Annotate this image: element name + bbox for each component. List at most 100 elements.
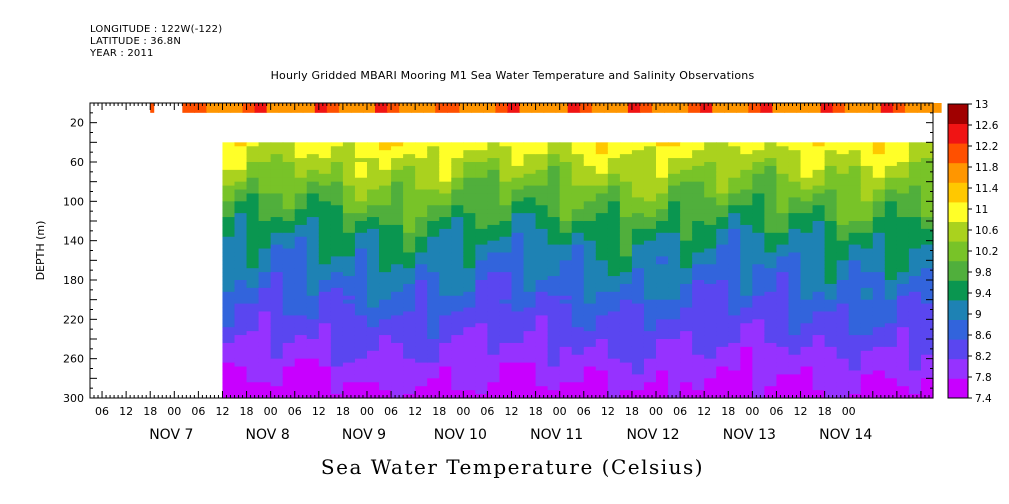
heatmap-cell xyxy=(499,366,513,372)
heatmap-cell xyxy=(499,256,513,261)
heatmap-cell xyxy=(294,315,308,320)
heatmap-cell xyxy=(728,240,741,246)
heatmap-cell xyxy=(475,299,489,305)
heatmap-cell xyxy=(523,283,537,289)
heatmap-cell xyxy=(692,346,705,352)
heatmap-cell xyxy=(451,150,464,155)
heatmap-cell xyxy=(499,240,513,246)
heatmap-cell xyxy=(656,350,669,356)
heatmap-cell xyxy=(439,394,452,399)
heatmap-cell xyxy=(692,146,705,151)
heatmap-cell xyxy=(595,236,609,242)
heatmap-cell xyxy=(872,260,886,265)
heatmap-cell xyxy=(764,228,778,234)
heatmap-cell xyxy=(330,299,344,305)
heatmap-cell xyxy=(764,209,778,214)
heatmap-cell xyxy=(294,224,308,230)
heatmap-cell xyxy=(884,327,898,332)
heatmap-cell xyxy=(511,185,525,191)
heatmap-cell xyxy=(342,189,356,195)
heatmap-cell xyxy=(776,201,790,206)
heatmap-cell xyxy=(607,390,621,395)
heatmap-cell xyxy=(776,394,790,399)
heatmap-cell xyxy=(656,366,669,372)
heatmap-cell xyxy=(451,370,464,375)
heatmap-cell xyxy=(475,232,489,238)
heatmap-cell xyxy=(559,236,573,242)
heatmap-cell xyxy=(499,177,513,183)
heatmap-cell xyxy=(728,162,741,167)
heatmap-cell xyxy=(692,244,705,250)
heatmap-cell xyxy=(800,217,814,222)
heatmap-cell xyxy=(403,362,416,368)
heatmap-cell xyxy=(282,162,296,167)
heatmap-cell xyxy=(607,173,621,179)
heatmap-cell xyxy=(366,264,380,269)
heatmap-cell xyxy=(535,240,549,246)
heatmap-cell xyxy=(535,299,549,305)
heatmap-cell xyxy=(848,374,862,379)
heatmap-cell xyxy=(812,362,826,368)
heatmap-cell xyxy=(270,386,284,391)
heatmap-cell xyxy=(451,366,464,372)
heatmap-cell xyxy=(439,370,452,375)
heatmap-cell xyxy=(788,382,802,387)
heatmap-cell xyxy=(499,378,513,383)
heatmap-cell xyxy=(764,264,778,269)
heatmap-cell xyxy=(728,201,741,206)
heatmap-cell xyxy=(836,244,850,250)
heatmap-cell xyxy=(704,185,717,191)
heatmap-cell xyxy=(415,315,428,320)
heatmap-cell xyxy=(535,181,549,187)
heatmap-cell xyxy=(499,221,513,226)
heatmap-cell xyxy=(740,209,753,214)
heatmap-cell xyxy=(475,205,489,210)
heatmap-cell xyxy=(330,221,344,226)
heatmap-cell xyxy=(872,181,886,187)
heatmap-cell xyxy=(222,177,236,183)
heatmap-cell xyxy=(607,303,621,309)
heatmap-cell xyxy=(354,339,368,344)
heatmap-cell xyxy=(776,185,790,191)
heatmap-cell xyxy=(559,181,573,187)
heatmap-cell xyxy=(680,205,693,210)
heatmap-cell xyxy=(306,189,320,195)
heatmap-cell xyxy=(848,162,862,167)
heatmap-cell xyxy=(523,287,537,293)
heatmap-cell xyxy=(354,291,368,297)
heatmap-cell xyxy=(246,346,260,352)
heatmap-cell xyxy=(812,169,826,175)
heatmap-cell xyxy=(475,366,489,372)
heatmap-cell xyxy=(583,193,597,198)
heatmap-cell xyxy=(607,162,621,167)
heatmap-cell xyxy=(860,205,874,210)
x-hour-label: 06 xyxy=(769,405,783,418)
heatmap-cell xyxy=(379,354,392,360)
heatmap-cell xyxy=(668,154,681,159)
heatmap-cell xyxy=(872,185,886,191)
heatmap-cell xyxy=(258,303,272,309)
heatmap-cell xyxy=(379,240,392,246)
heatmap-cell xyxy=(559,158,573,163)
heatmap-cell xyxy=(282,240,296,246)
heatmap-cell xyxy=(752,142,765,147)
colorbar-label: 8.2 xyxy=(975,351,992,363)
heatmap-cell xyxy=(656,146,669,151)
heatmap-cell xyxy=(884,390,898,395)
heatmap-cell xyxy=(836,189,850,195)
heatmap-cell xyxy=(643,205,657,210)
heatmap-cell xyxy=(306,150,320,155)
heatmap-cell xyxy=(330,331,344,336)
heatmap-cell xyxy=(680,256,693,261)
surface-cell xyxy=(483,103,497,113)
heatmap-cell xyxy=(728,303,741,309)
heatmap-cell xyxy=(342,374,356,379)
heatmap-cell xyxy=(294,209,308,214)
heatmap-cell xyxy=(222,378,236,383)
heatmap-cell xyxy=(571,315,585,320)
heatmap-cell xyxy=(812,232,826,238)
heatmap-cell xyxy=(680,181,693,187)
heatmap-cell xyxy=(439,205,452,210)
heatmap-cell xyxy=(583,244,597,250)
heatmap-cell xyxy=(619,354,633,360)
